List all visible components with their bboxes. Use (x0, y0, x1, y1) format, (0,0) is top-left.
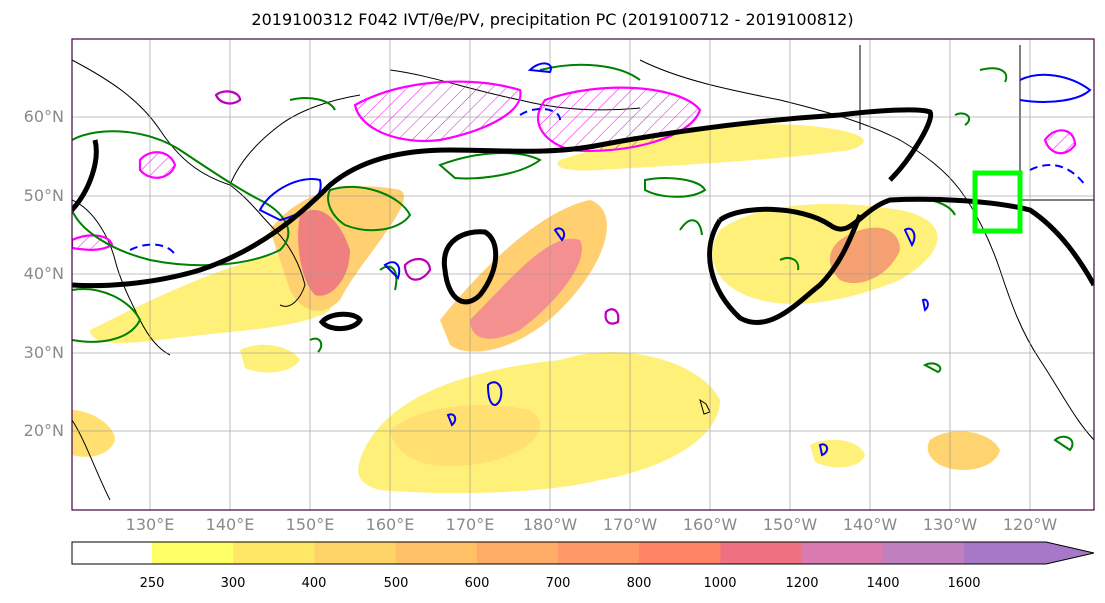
lon-label: 130°E (125, 515, 175, 534)
colorbar-tick-label: 600 (464, 576, 490, 591)
colorbar-outline (71, 541, 1095, 565)
lat-label: 40°N (23, 264, 64, 283)
colorbar-tick-label: 1600 (947, 576, 981, 591)
colorbar-segment (152, 542, 234, 564)
colorbar-tick-label: 300 (220, 576, 246, 591)
colorbar-segment (314, 542, 397, 564)
colorbar-tick-label: 1000 (703, 576, 737, 591)
pv-contour-lines (214, 90, 620, 325)
lon-label: 160°W (682, 515, 738, 534)
negative-pc-contours (129, 62, 1092, 457)
colorbar-tick-label: 700 (545, 576, 571, 591)
lat-label: 50°N (23, 186, 64, 205)
lon-label: 120°W (1002, 515, 1058, 534)
colorbar-segment (720, 542, 803, 564)
theta-e-contours (72, 107, 1094, 331)
colorbar-segment (558, 542, 640, 564)
colorbar-white-segment (72, 542, 152, 564)
lon-label: 160°E (365, 515, 415, 534)
colorbar-segment (395, 542, 478, 564)
colorbar-segment (639, 542, 721, 564)
lat-label: 60°N (23, 107, 64, 126)
colorbar (71, 541, 1095, 565)
colorbar-tick-label: 1200 (785, 576, 819, 591)
colorbar-tick-label: 250 (139, 576, 165, 591)
lon-label: 140°E (205, 515, 255, 534)
colorbar-tick-label: 400 (301, 576, 327, 591)
colorbar-segment (964, 542, 1046, 564)
lon-label: 150°W (762, 515, 818, 534)
lat-label: 30°N (23, 343, 64, 362)
colorbar-segment (233, 542, 315, 564)
lon-label: 150°E (285, 515, 335, 534)
figure-title: 2019100312 F042 IVT/θe/PV, precipitation… (251, 10, 854, 29)
colorbar-segment (476, 542, 559, 564)
colorbar-tick-label: 1400 (866, 576, 900, 591)
colorbar-extend-arrow (1045, 542, 1094, 564)
colorbar-tick-label: 800 (626, 576, 652, 591)
ivt-shading (72, 124, 1000, 493)
colorbar-tick-label: 500 (383, 576, 409, 591)
lon-label: 130°W (922, 515, 978, 534)
target-region-box (972, 170, 1023, 234)
lon-label: 180°W (522, 515, 578, 534)
colorbar-segment (801, 542, 884, 564)
lon-label: 140°W (842, 515, 898, 534)
map-border (71, 38, 1095, 511)
colorbar-segment (882, 542, 965, 564)
lat-label: 20°N (23, 421, 64, 440)
lon-label: 170°E (445, 515, 495, 534)
lon-label: 170°W (602, 515, 658, 534)
